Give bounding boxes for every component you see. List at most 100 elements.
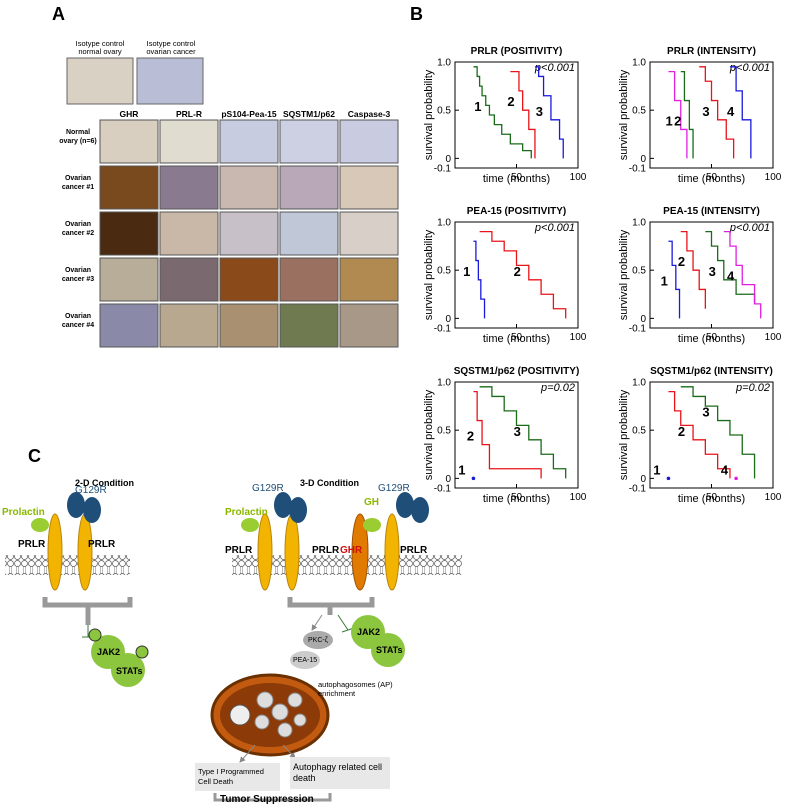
chart-title: SQSTM1/p62 (POSITIVITY): [454, 366, 580, 377]
micrograph: [159, 165, 219, 210]
survival-curve: [729, 66, 752, 159]
column-header: PRL-R: [176, 109, 202, 119]
survival-curve: [479, 386, 567, 479]
y-axis-label: survival probability: [423, 389, 435, 480]
survival-curve: [473, 66, 532, 159]
y-axis-label: survival probability: [618, 69, 630, 160]
outcome-label: Autophagy related cell death: [293, 762, 383, 783]
chart-title: PRLR (INTENSITY): [667, 46, 756, 57]
y-tick-label: 1.0: [437, 58, 451, 69]
y-tick-label: 0.5: [437, 426, 451, 437]
curve-label: 2: [678, 424, 685, 439]
x-axis-label: time (months): [483, 333, 550, 345]
survival-curve: [668, 240, 681, 319]
survival-curve: [723, 230, 762, 319]
antagonist-label: G129R: [252, 483, 284, 494]
curve-label: 2: [467, 429, 474, 444]
y-tick-label: 1.0: [632, 58, 646, 69]
ligand-label: Prolactin: [2, 507, 45, 518]
x-tick-label: 100: [570, 332, 587, 343]
micrograph: [159, 211, 219, 256]
curve-label: 2: [674, 113, 681, 128]
micrograph: [99, 211, 159, 256]
survival-curve: [534, 66, 564, 159]
curve-label: 3: [709, 264, 716, 279]
y-tick-label: 0.5: [437, 106, 451, 117]
y-tick-label: 0: [640, 314, 646, 325]
y-axis-label: survival probability: [618, 229, 630, 320]
micrographs: [66, 57, 204, 105]
panel-label: A: [52, 4, 65, 24]
curve-label: 1: [666, 113, 673, 128]
y-tick-label: 1.0: [437, 218, 451, 229]
autophagosome-label: autophagosomes (AP) enrichment: [318, 680, 393, 698]
x-tick-label: 100: [765, 332, 782, 343]
micrograph: [219, 119, 279, 164]
y-tick-label: 1.0: [632, 218, 646, 229]
curve-label: 3: [514, 424, 521, 439]
micrograph: [159, 303, 219, 348]
micrograph: [219, 303, 279, 348]
chart-title: PEA-15 (INTENSITY): [663, 206, 760, 217]
chart-title: SQSTM1/p62 (INTENSITY): [650, 366, 773, 377]
y-tick-label: -0.1: [629, 484, 647, 495]
x-tick-label: 100: [765, 492, 782, 503]
micrograph: [219, 165, 279, 210]
receptor-label: PRLR: [400, 545, 428, 556]
x-tick-label: 50: [706, 492, 718, 503]
y-tick-label: -0.1: [629, 324, 647, 335]
survival-curve: [668, 70, 688, 159]
condition-title: 3-D Condition: [300, 478, 359, 488]
micrograph: [279, 303, 339, 348]
y-axis-label: survival probability: [423, 69, 435, 160]
x-tick-label: 50: [511, 172, 523, 183]
plot-frame: [454, 61, 579, 169]
survival-curve: [680, 386, 756, 479]
row-label: Ovarian cancer #2: [61, 221, 95, 237]
stats-label: STATs: [376, 645, 403, 655]
curve-label: 1: [661, 273, 668, 288]
micrograph: [99, 257, 159, 302]
row-label: Ovarian cancer #1: [61, 175, 95, 191]
survival-curve: [680, 70, 694, 159]
curve-label: 4: [727, 104, 735, 119]
row-label: Ovarian cancer #3: [61, 267, 95, 283]
x-axis-label: time (months): [678, 333, 745, 345]
y-tick-label: 0.5: [437, 266, 451, 277]
curve-label: 4: [721, 462, 729, 477]
y-tick-label: 0: [640, 154, 646, 165]
y-tick-label: 1.0: [437, 378, 451, 389]
p-value: p<0.001: [534, 222, 575, 234]
survival-curve: [680, 230, 706, 309]
x-axis-label: time (months): [678, 493, 745, 505]
micrograph: [339, 165, 399, 210]
micrograph: [99, 119, 159, 164]
stats-label: STATs: [116, 666, 143, 676]
p-value: p<0.001: [729, 222, 770, 234]
micrograph: [279, 165, 339, 210]
ghr-label: GHR: [340, 545, 363, 556]
x-tick-label: 100: [570, 492, 587, 503]
x-axis-label: time (months): [483, 173, 550, 185]
p-value: p=0.02: [540, 382, 575, 394]
y-tick-label: 0: [445, 314, 451, 325]
micrograph: [279, 119, 339, 164]
y-axis-label: survival probability: [618, 389, 630, 480]
survival-curve: [479, 230, 567, 319]
survival-curve: [510, 70, 536, 159]
micrograph: [279, 257, 339, 302]
curve-label: 2: [678, 254, 685, 269]
result-label: Tumor Suppression: [220, 794, 314, 805]
survival-point: [666, 476, 671, 481]
receptor-label: PRLR: [312, 545, 340, 556]
row-label: Ovarian cancer #4: [61, 313, 95, 329]
receptor-label: PRLR: [225, 545, 253, 556]
y-tick-label: -0.1: [434, 324, 452, 335]
y-tick-label: 0: [445, 154, 451, 165]
curve-label: 2: [514, 264, 521, 279]
survival-curve: [473, 240, 486, 319]
receptor-label: PRLR: [88, 539, 116, 550]
curve-label: 1: [474, 99, 481, 114]
micrograph: [339, 303, 399, 348]
y-tick-label: 0: [640, 474, 646, 485]
